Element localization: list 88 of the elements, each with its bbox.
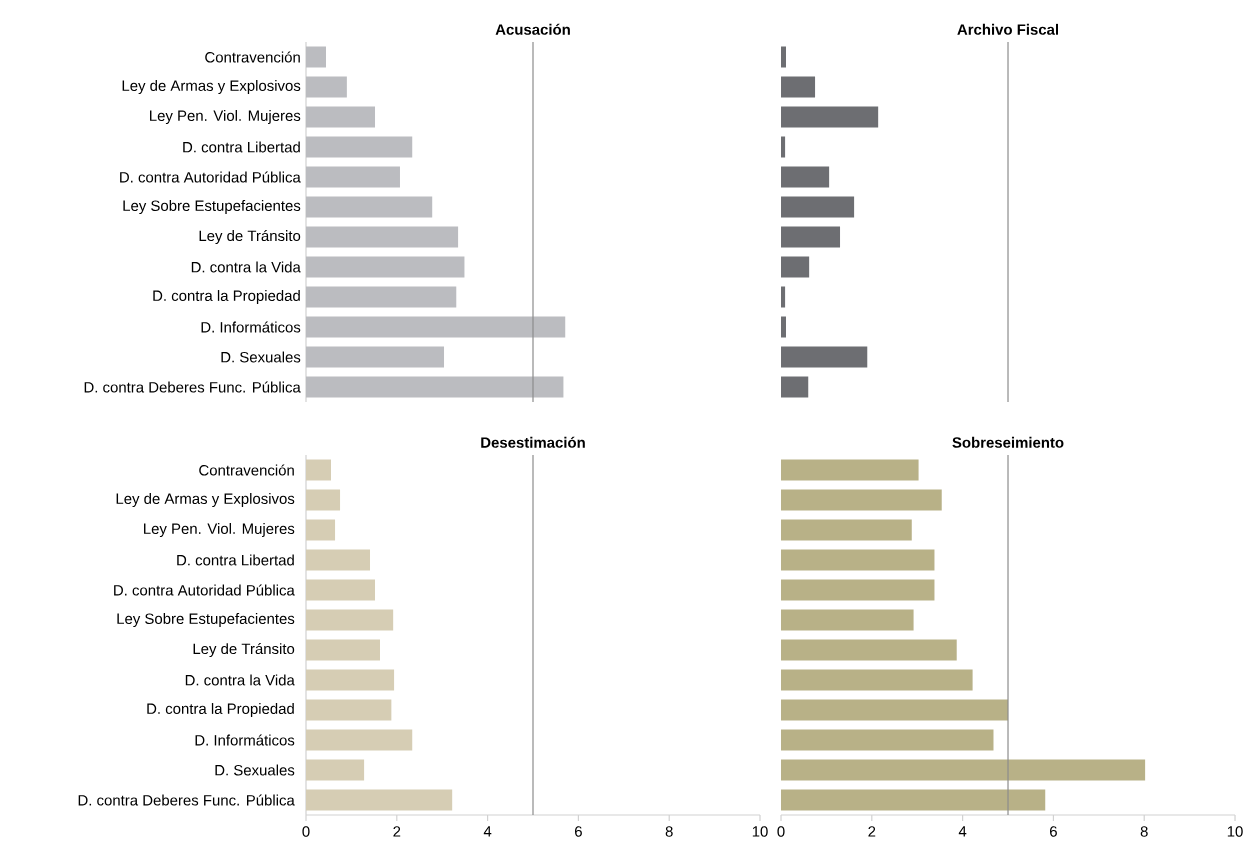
- y-tick-label: D. Sexuales: [215, 764, 295, 776]
- y-tick-label: Contravención: [205, 51, 300, 63]
- bar: [781, 76, 816, 98]
- x-tick-label: 8: [665, 826, 673, 837]
- bar: [306, 286, 457, 308]
- x-tick-label: 6: [575, 826, 582, 837]
- x-tick-label: 2: [393, 826, 401, 837]
- x-tick-label: 4: [483, 826, 492, 837]
- bar: [306, 789, 453, 811]
- bar: [781, 196, 855, 218]
- bar: [306, 579, 376, 601]
- bar: [781, 106, 879, 128]
- bar: [781, 639, 957, 661]
- bar: [781, 46, 786, 68]
- y-tick-label: D. contra Deberes Func. Pública: [84, 381, 301, 393]
- bar: [306, 699, 392, 721]
- bar: [306, 106, 376, 128]
- bar: [781, 346, 868, 368]
- x-tick-label: 8: [1140, 826, 1148, 837]
- bar: [306, 256, 465, 278]
- y-tick-label: Ley Sobre Estupefacientes: [123, 200, 301, 214]
- bar: [306, 316, 566, 338]
- x-tick-label: 10: [752, 826, 768, 837]
- bar: [781, 729, 994, 751]
- y-tick-label: D. Informáticos: [195, 734, 295, 746]
- bar: [306, 76, 347, 98]
- bar: [306, 519, 336, 541]
- y-tick-label: Ley de Tránsito: [199, 229, 301, 245]
- bar: [781, 136, 786, 158]
- bar: [781, 759, 1146, 781]
- bar: [781, 789, 1046, 811]
- bar: [781, 489, 942, 511]
- bar: [781, 459, 919, 481]
- chart-title: Archivo Fiscal: [957, 23, 1059, 35]
- bar: [306, 729, 413, 751]
- x-tick-label: 10: [1227, 826, 1243, 837]
- y-tick-label: Ley de Armas y Explosivos: [116, 493, 295, 507]
- y-tick-label: D. contra Libertad: [183, 141, 300, 153]
- y-tick-label: Ley Pen. Viol. Mujeres: [150, 110, 301, 124]
- bar: [306, 196, 433, 218]
- x-tick-label: 4: [958, 826, 967, 837]
- bar: [781, 256, 810, 278]
- bar: [781, 166, 830, 188]
- bar: [781, 226, 841, 248]
- y-tick-label: D. contra Deberes Func. Pública: [78, 794, 295, 806]
- y-tick-label: Contravención: [199, 464, 294, 476]
- y-tick-label: D. contra Libertad: [177, 554, 294, 566]
- bar: [781, 609, 914, 631]
- bar: [306, 609, 394, 631]
- y-tick-label: D. contra Autoridad Pública: [114, 584, 295, 596]
- bar: [306, 759, 365, 781]
- bar: [306, 46, 326, 68]
- y-tick-label: Ley Pen. Viol. Mujeres: [144, 523, 295, 537]
- bar: [306, 459, 331, 481]
- bar: [306, 639, 380, 661]
- bar: [781, 549, 935, 571]
- x-tick-label: 2: [868, 826, 876, 837]
- bar: [306, 136, 413, 158]
- x-tick-label: 0: [777, 826, 785, 837]
- bar: [781, 376, 809, 398]
- bar: [781, 519, 912, 541]
- bar: [306, 166, 400, 188]
- y-tick-label: D. contra la Vida: [185, 674, 295, 686]
- bar: [781, 316, 786, 338]
- bar: [781, 286, 786, 308]
- y-tick-label: Ley Sobre Estupefacientes: [117, 613, 295, 627]
- y-tick-label: Ley de Tránsito: [193, 642, 295, 658]
- y-tick-label: Ley de Armas y Explosivos: [122, 80, 301, 94]
- x-tick-label: 6: [1050, 826, 1057, 837]
- bar: [306, 669, 395, 691]
- bar: [306, 489, 341, 511]
- y-tick-label: D. contra Autoridad Pública: [120, 171, 301, 183]
- chart-title: Sobreseimiento: [952, 436, 1064, 448]
- y-tick-label: D. contra la Vida: [191, 261, 301, 273]
- y-tick-label: D. Sexuales: [221, 351, 301, 363]
- bar: [781, 669, 973, 691]
- bar: [306, 346, 445, 368]
- y-tick-label: D. Informáticos: [201, 321, 301, 333]
- chart-title: Desestimación: [481, 436, 585, 448]
- x-tick-label: 0: [302, 826, 310, 837]
- bar: [306, 376, 564, 398]
- bar: [781, 579, 935, 601]
- chart-title: Acusación: [495, 23, 570, 35]
- bar: [781, 699, 1009, 721]
- y-tick-label: D. contra la Propiedad: [147, 703, 294, 717]
- y-tick-label: D. contra la Propiedad: [153, 290, 300, 304]
- bar: [306, 549, 371, 571]
- bar: [306, 226, 459, 248]
